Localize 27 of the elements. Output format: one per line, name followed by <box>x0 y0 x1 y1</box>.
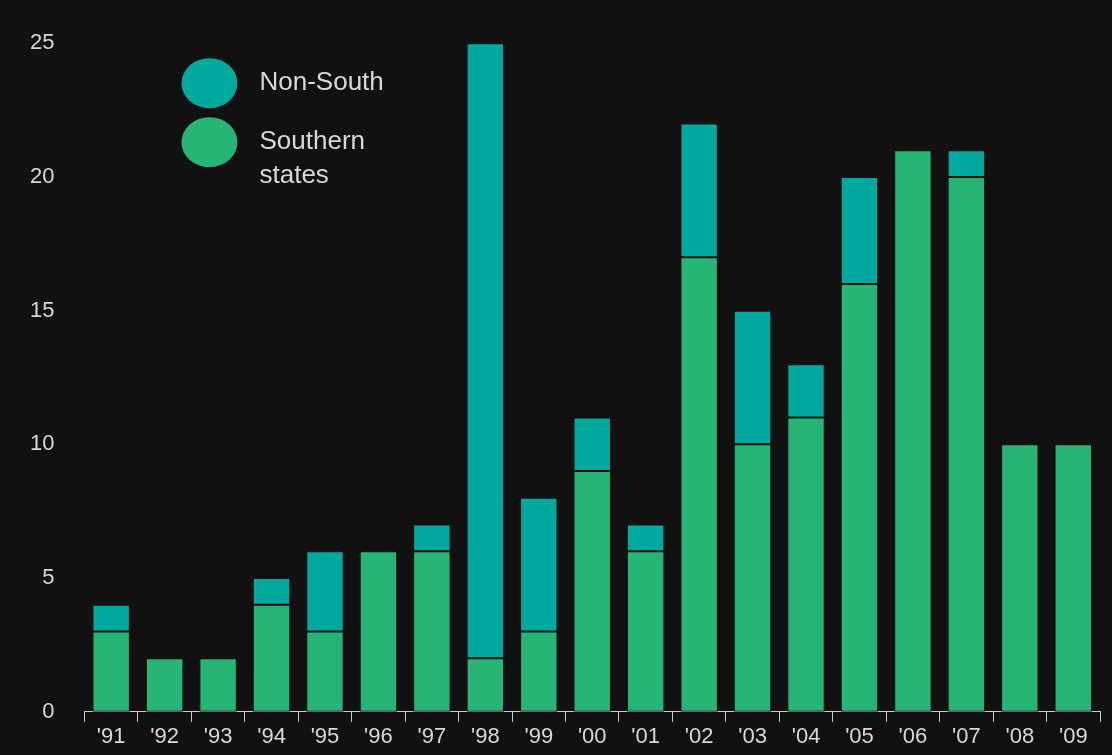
legend-label: Southern states <box>259 125 365 190</box>
y-tick-label: 0 <box>42 697 55 723</box>
x-tick-label: '00 <box>577 723 607 749</box>
x-tick-label: '06 <box>898 723 928 749</box>
x-tick-label: '96 <box>364 723 393 749</box>
x-tick-label: '91 <box>96 723 126 749</box>
legend-label: Non-South <box>259 66 384 97</box>
y-tick-label: 25 <box>29 29 55 55</box>
x-tick-label: '99 <box>524 723 554 749</box>
x-tick-label: '98 <box>471 723 500 749</box>
x-tick-label: '09 <box>1058 723 1088 749</box>
x-tick-label: '97 <box>417 723 447 749</box>
x-tick-label: '04 <box>791 723 821 749</box>
x-tick-label: '08 <box>1005 723 1035 749</box>
y-tick-label: 20 <box>29 162 55 188</box>
y-tick-label: 5 <box>42 564 55 590</box>
x-tick-label: '94 <box>257 723 286 749</box>
x-tick-label: '01 <box>631 723 661 749</box>
x-tick-label: '93 <box>203 723 233 749</box>
x-tick-label: '95 <box>310 723 340 749</box>
y-tick-label: 10 <box>29 430 55 456</box>
x-tick-label: '03 <box>738 723 767 749</box>
x-tick-label: '05 <box>845 723 874 749</box>
y-tick-label: 15 <box>29 296 55 322</box>
x-tick-label: '07 <box>952 723 981 749</box>
x-tick-label: '92 <box>150 723 179 749</box>
x-tick-label: '02 <box>684 723 714 749</box>
